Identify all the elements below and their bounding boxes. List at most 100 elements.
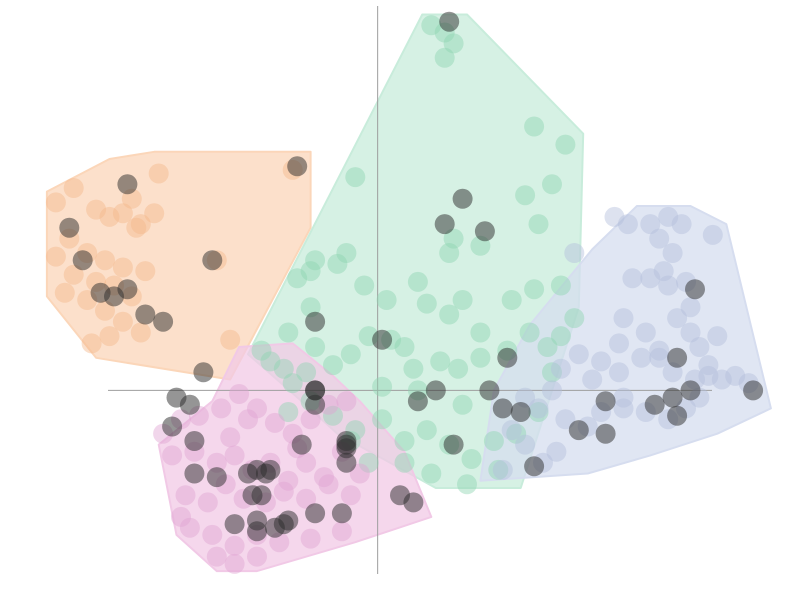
point-cluster-3-53 (698, 365, 719, 386)
point-cluster-3-8 (702, 224, 723, 245)
highlight-point-1-6 (117, 279, 138, 300)
point-cluster-2-9 (528, 214, 549, 235)
point-cluster-2-25 (448, 358, 469, 379)
point-cluster-2-44 (376, 290, 397, 310)
point-cluster-4-32 (179, 517, 200, 538)
point-cluster-3-16 (667, 308, 688, 329)
point-cluster-2-5 (524, 116, 545, 137)
highlight-point-4-3 (179, 394, 200, 415)
point-cluster-2-30 (340, 344, 361, 365)
highlight-point-4-5 (184, 431, 205, 451)
highlight-point-2-17 (524, 456, 545, 477)
highlight-point-2-6 (372, 329, 393, 350)
point-cluster-4-41 (247, 546, 267, 567)
point-cluster-1-4 (99, 206, 120, 227)
highlight-point-4-4 (162, 416, 183, 437)
highlight-point-3-7 (662, 387, 683, 408)
point-cluster-4-4 (211, 398, 232, 419)
highlight-point-3-9 (667, 405, 688, 426)
point-cluster-1-9 (95, 250, 115, 271)
point-cluster-3-11 (640, 268, 661, 289)
point-cluster-4-23 (175, 485, 196, 506)
point-cluster-2-27 (403, 358, 424, 379)
highlight-point-1-8 (153, 311, 174, 332)
hulls-layer (45, 13, 772, 573)
point-cluster-2-58 (394, 452, 415, 473)
point-cluster-2-21 (537, 337, 558, 357)
point-cluster-1-19 (95, 300, 115, 321)
point-cluster-3-4 (658, 206, 679, 227)
point-cluster-1-1 (45, 192, 66, 213)
point-cluster-1-21 (130, 322, 151, 343)
point-cluster-4-14 (206, 452, 227, 473)
highlight-point-4-18 (247, 521, 267, 542)
point-cluster-4-18 (278, 470, 299, 491)
point-cluster-2-2 (443, 33, 464, 54)
highlight-point-2-13 (510, 402, 531, 422)
point-cluster-3-39 (555, 409, 576, 430)
highlight-point-1-1 (117, 174, 138, 195)
highlight-layer (59, 11, 764, 542)
highlight-point-4-15 (251, 485, 272, 506)
point-cluster-3-17 (613, 308, 634, 329)
point-cluster-1-22 (99, 326, 120, 347)
point-cluster-2-12 (407, 271, 428, 292)
point-cluster-3-54 (613, 387, 634, 408)
highlight-point-4-28 (403, 492, 424, 513)
point-cluster-2-56 (506, 423, 527, 444)
highlight-point-3-8 (680, 380, 701, 401)
point-cluster-3-19 (649, 340, 670, 361)
point-cluster-4-6 (247, 398, 267, 419)
point-cluster-2-54 (461, 449, 482, 469)
point-cluster-3-15 (680, 297, 701, 318)
highlight-point-4-16 (224, 514, 245, 535)
point-cluster-4-11 (336, 391, 357, 412)
point-cluster-2-59 (421, 463, 442, 484)
point-cluster-2-3 (434, 47, 455, 68)
point-cluster-1-24 (144, 203, 165, 224)
point-cluster-4-33 (202, 524, 223, 545)
point-cluster-4-22 (349, 463, 370, 484)
point-cluster-3-3 (640, 214, 661, 235)
point-cluster-2-16 (501, 290, 522, 310)
highlight-point-3-2 (667, 347, 688, 368)
cluster-hull-3 (479, 205, 772, 482)
point-cluster-3-14 (658, 275, 679, 296)
point-cluster-3-33 (591, 351, 612, 372)
point-cluster-2-18 (550, 275, 571, 296)
point-cluster-3-6 (649, 228, 670, 249)
cluster-hull-4 (157, 342, 433, 573)
highlight-point-3-6 (644, 394, 665, 415)
point-cluster-1-20 (112, 311, 133, 332)
highlight-point-3-5 (595, 423, 616, 444)
point-cluster-3-2 (617, 214, 638, 235)
point-cluster-1-17 (54, 282, 75, 303)
point-cluster-1-2 (63, 178, 84, 198)
highlight-point-2-4 (474, 221, 495, 242)
point-cluster-3-34 (609, 333, 629, 354)
highlight-point-4-1 (193, 362, 214, 383)
point-cluster-3-29 (649, 347, 670, 368)
highlight-point-4-22 (305, 503, 326, 524)
point-cluster-2-40 (287, 268, 308, 289)
point-cluster-2-34 (282, 373, 303, 394)
point-cluster-2-31 (323, 355, 343, 376)
point-cluster-1-23 (81, 333, 102, 354)
highlight-point-4-23 (331, 503, 352, 524)
point-cluster-2-48 (323, 405, 343, 426)
point-cluster-2-55 (483, 431, 504, 451)
highlight-point-2-1 (439, 11, 460, 32)
point-cluster-2-38 (278, 322, 299, 343)
point-cluster-2-17 (524, 279, 545, 300)
point-cluster-3-51 (501, 420, 522, 441)
point-cluster-2-7 (542, 174, 562, 195)
point-cluster-2-66 (542, 362, 562, 383)
point-cluster-4-34 (224, 535, 245, 556)
point-cluster-2-46 (278, 402, 299, 422)
point-cluster-4-37 (300, 528, 321, 549)
point-cluster-1-16 (135, 261, 156, 282)
point-cluster-2-10 (345, 167, 366, 188)
point-cluster-2-33 (296, 362, 317, 383)
